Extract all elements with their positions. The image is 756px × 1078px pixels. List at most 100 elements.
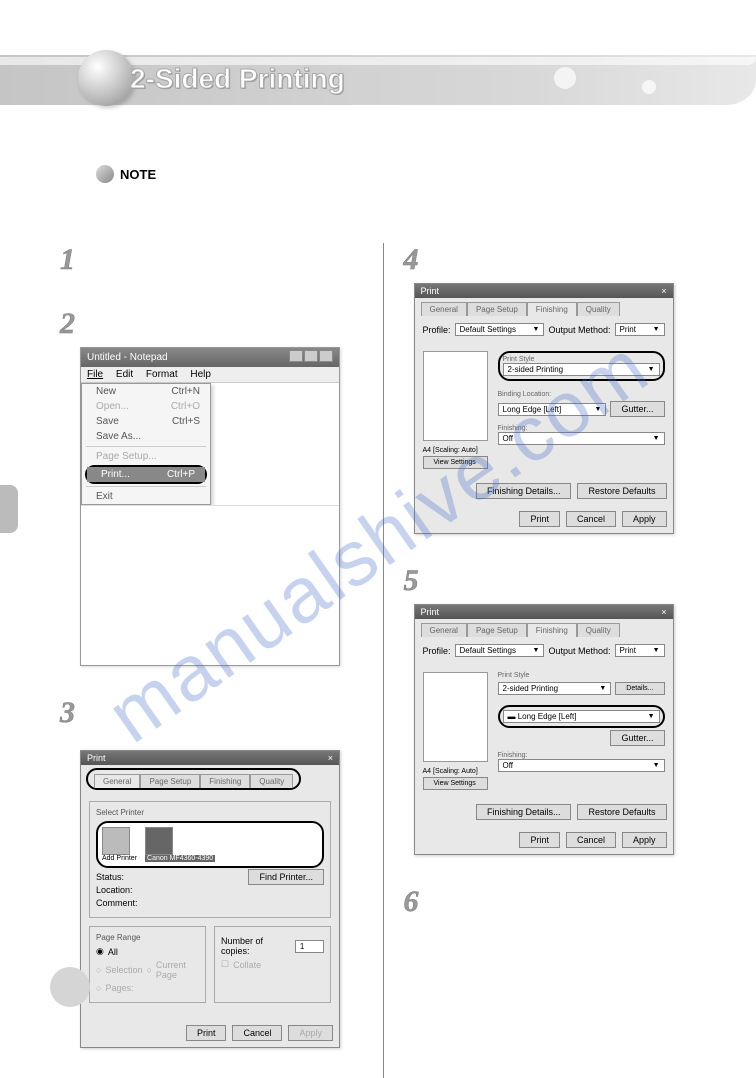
radio-all[interactable]: ◉ All (96, 946, 199, 957)
profile-combo[interactable]: Default Settings▼ (455, 323, 545, 336)
restore-defaults-button[interactable]: Restore Defaults (577, 804, 666, 820)
print-style-combo[interactable]: 2-sided Printing▼ (498, 682, 612, 695)
cancel-button[interactable]: Cancel (232, 1025, 282, 1041)
dialog-tabs: General Page Setup Finishing Quality (415, 619, 673, 637)
step-3: 3 Print × General Page Setup Finishing Qu… (60, 696, 363, 1048)
left-column: 1 2 Untitled - Notepad File Edit Format … (60, 243, 363, 1078)
tab-pagesetup[interactable]: Page Setup (140, 774, 200, 788)
window-buttons[interactable] (288, 350, 333, 365)
menu-print[interactable]: Print...Ctrl+P (87, 467, 205, 482)
printer-canon[interactable]: Canon MF4360-4390 (145, 827, 215, 862)
menu-edit[interactable]: Edit (116, 369, 133, 380)
close-icon[interactable]: × (661, 286, 666, 296)
scale-label: A4 [Scaling: Auto] (423, 447, 488, 454)
profile-label: Profile: (423, 325, 451, 335)
gutter-button[interactable]: Gutter... (610, 401, 664, 417)
step-4: 4 Print× General Page Setup Finishing Qu… (404, 243, 707, 534)
print-style-combo[interactable]: 2-sided Printing▼ (503, 363, 660, 376)
tab-pagesetup[interactable]: Page Setup (467, 302, 527, 316)
cancel-button[interactable]: Cancel (566, 511, 616, 527)
step-number: 1 (60, 243, 363, 277)
pencil-icon (96, 165, 114, 183)
finishing-details-button[interactable]: Finishing Details... (476, 804, 572, 820)
finishing-combo[interactable]: Off▼ (498, 432, 665, 445)
dialog-title: Print (87, 753, 106, 763)
tab-quality[interactable]: Quality (577, 302, 620, 316)
preview-pane: A4 [Scaling: Auto] View Settings (423, 351, 488, 469)
tab-finishing[interactable]: Finishing (200, 774, 250, 788)
step-2: 2 Untitled - Notepad File Edit Format He… (60, 307, 363, 666)
tab-finishing[interactable]: Finishing (527, 623, 577, 637)
tab-general[interactable]: General (421, 302, 467, 316)
cancel-button[interactable]: Cancel (566, 832, 616, 848)
window-title: Untitled - Notepad (87, 352, 168, 363)
printer-list-highlight: Add Printer Canon MF4360-4390 (96, 821, 324, 868)
menu-open[interactable]: Open...Ctrl+O (82, 399, 210, 414)
close-icon[interactable]: × (661, 607, 666, 617)
settings-pane: Print Style 2-sided Printing▼ Details...… (498, 672, 665, 790)
note-row: NOTE (96, 165, 756, 183)
find-printer-button[interactable]: Find Printer... (248, 869, 324, 885)
print-dialog-5: Print × General Page Setup Finishing Qual… (414, 604, 674, 855)
dot-icon (554, 67, 576, 89)
tab-finishing[interactable]: Finishing (527, 302, 577, 316)
details-button[interactable]: Details... (615, 682, 664, 695)
menu-new[interactable]: NewCtrl+N (82, 384, 210, 399)
step-number: 3 (60, 696, 363, 730)
close-icon[interactable]: × (328, 753, 333, 763)
menu-save[interactable]: SaveCtrl+S (82, 414, 210, 429)
dialog-tabs: General Page Setup Finishing Quality (415, 298, 673, 316)
tabs-highlight: General Page Setup Finishing Quality (86, 768, 301, 790)
apply-button[interactable]: Apply (622, 832, 667, 848)
tab-general[interactable]: General (94, 774, 140, 788)
profile-label: Profile: (423, 646, 451, 656)
binding-label: Binding Location: (498, 391, 665, 398)
menu-format[interactable]: Format (146, 369, 178, 380)
copies-input[interactable]: 1 (295, 940, 324, 953)
preview-pane: A4 [Scaling: Auto] View Settings (423, 672, 488, 790)
output-combo[interactable]: Print▼ (615, 644, 665, 657)
print-button[interactable]: Print (519, 832, 560, 848)
menu-saveas[interactable]: Save As... (82, 429, 210, 444)
print-button[interactable]: Print (186, 1025, 227, 1041)
apply-button[interactable]: Apply (622, 511, 667, 527)
print-button[interactable]: Print (519, 511, 560, 527)
menu-help[interactable]: Help (190, 369, 211, 380)
binding-combo[interactable]: Long Edge [Left]▼ (498, 403, 607, 416)
titlebar: Untitled - Notepad (81, 348, 339, 367)
profile-combo[interactable]: Default Settings▼ (455, 644, 545, 657)
tab-pagesetup[interactable]: Page Setup (467, 623, 527, 637)
printer-add[interactable]: Add Printer (102, 827, 137, 862)
menu-separator (86, 446, 206, 447)
tab-quality[interactable]: Quality (250, 774, 293, 788)
menu-pagesetup[interactable]: Page Setup... (82, 449, 210, 464)
finishing-combo[interactable]: Off▼ (498, 759, 665, 772)
output-combo[interactable]: Print▼ (615, 323, 665, 336)
dot-icon (642, 80, 656, 94)
print-style-label: Print Style (498, 672, 665, 679)
column-divider (383, 243, 384, 1078)
menu-file[interactable]: File (87, 369, 103, 380)
finishing-details-button[interactable]: Finishing Details... (476, 483, 572, 499)
detail-buttons: Finishing Details... Restore Defaults (415, 477, 673, 505)
dialog-title: Print (421, 607, 440, 617)
restore-defaults-button[interactable]: Restore Defaults (577, 483, 666, 499)
gutter-button[interactable]: Gutter... (610, 730, 664, 746)
tab-general[interactable]: General (421, 623, 467, 637)
dialog-content: A4 [Scaling: Auto] View Settings Print S… (415, 664, 673, 798)
detail-buttons: Finishing Details... Restore Defaults (415, 798, 673, 826)
view-settings-button[interactable]: View Settings (423, 456, 488, 469)
apply-button[interactable]: Apply (288, 1025, 333, 1041)
step-5: 5 Print× General Page Setup Finishing Qu… (404, 564, 707, 855)
page-range-group: Page Range ◉ All ○ Selection ○ Current P… (89, 926, 206, 1003)
view-settings-button[interactable]: View Settings (423, 777, 488, 790)
print-dialog-3: Print × General Page Setup Finishing Qual… (80, 750, 340, 1048)
print-style-label: Print Style (503, 356, 660, 363)
menu-exit[interactable]: Exit (82, 489, 210, 504)
binding-combo[interactable]: ▬ Long Edge [Left]▼ (503, 710, 660, 723)
menubar[interactable]: File Edit Format Help (81, 367, 339, 383)
notepad-textarea[interactable] (81, 505, 339, 665)
tab-quality[interactable]: Quality (577, 623, 620, 637)
step-number: 6 (404, 885, 707, 919)
copies-label: Number of copies: (221, 936, 291, 956)
